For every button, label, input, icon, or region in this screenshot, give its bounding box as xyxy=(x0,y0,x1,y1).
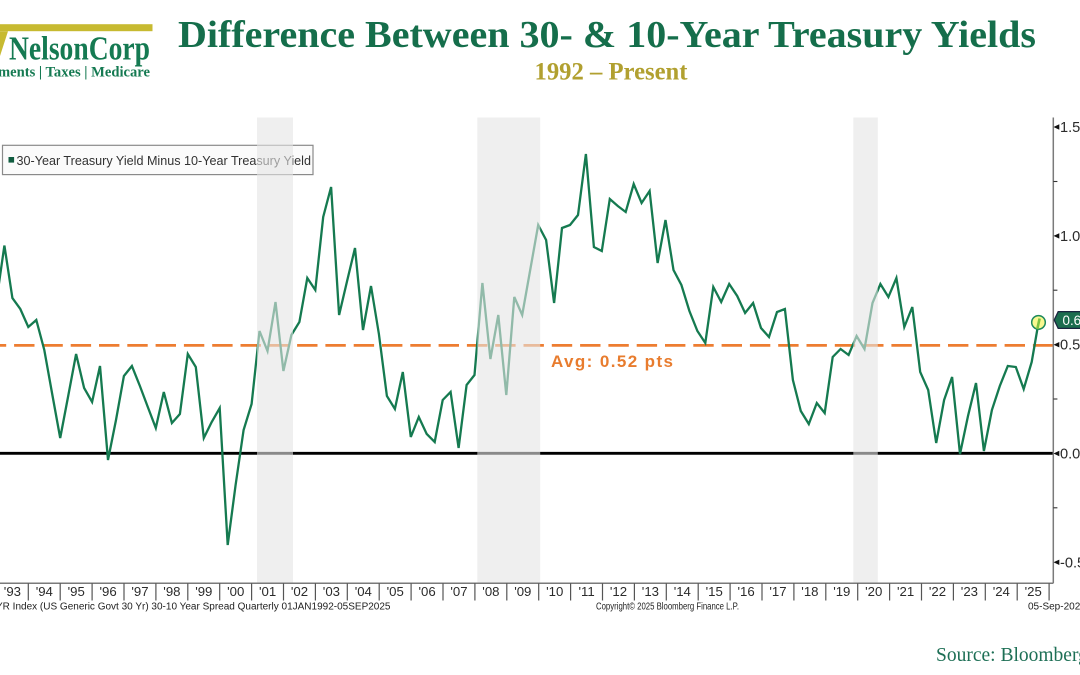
svg-text:1992 – Present: 1992 – Present xyxy=(535,59,689,86)
svg-text:'25: '25 xyxy=(1025,584,1042,599)
svg-text:YR Index (US Generic Govt 30 Y: YR Index (US Generic Govt 30 Yr) 30-10 Y… xyxy=(0,602,391,613)
svg-text:1.00: 1.00 xyxy=(1060,229,1080,245)
svg-text:'97: '97 xyxy=(131,584,148,599)
svg-text:-0.50: -0.50 xyxy=(1060,555,1080,571)
svg-text:'94: '94 xyxy=(36,584,53,599)
svg-text:Difference Between 30- & 10-Ye: Difference Between 30- & 10-Year Treasur… xyxy=(178,14,1036,56)
svg-text:Copyright© 2025 Bloomberg Fina: Copyright© 2025 Bloomberg Finance L.P. xyxy=(596,602,739,613)
svg-text:'18: '18 xyxy=(801,584,818,599)
svg-text:'14: '14 xyxy=(674,584,691,599)
svg-text:'06: '06 xyxy=(419,584,436,599)
svg-text:'11: '11 xyxy=(578,584,594,599)
svg-text:'02: '02 xyxy=(291,584,308,599)
svg-text:'01: '01 xyxy=(259,584,276,599)
svg-text:'96: '96 xyxy=(100,584,117,599)
svg-text:'98: '98 xyxy=(163,584,180,599)
svg-text:'17: '17 xyxy=(769,584,786,599)
svg-text:'05: '05 xyxy=(387,584,404,599)
svg-text:'04: '04 xyxy=(355,584,372,599)
svg-text:'21: '21 xyxy=(897,584,914,599)
svg-text:'00: '00 xyxy=(227,584,244,599)
svg-text:0.63: 0.63 xyxy=(1063,313,1080,328)
svg-text:'93: '93 xyxy=(4,584,21,599)
svg-text:'13: '13 xyxy=(642,584,659,599)
svg-text:'19: '19 xyxy=(833,584,850,599)
svg-text:0.00: 0.00 xyxy=(1060,447,1080,463)
svg-text:30-Year Treasury Yield Minus 1: 30-Year Treasury Yield Minus 10-Year Tre… xyxy=(17,154,311,168)
svg-text:'99: '99 xyxy=(195,584,212,599)
svg-text:'15: '15 xyxy=(706,584,723,599)
svg-text:'08: '08 xyxy=(482,584,499,599)
svg-text:Avg: 0.52 pts: Avg: 0.52 pts xyxy=(551,352,674,371)
svg-text:'07: '07 xyxy=(450,584,467,599)
svg-text:'10: '10 xyxy=(546,584,563,599)
svg-text:05-Sep-2025 08:4: 05-Sep-2025 08:4 xyxy=(1028,602,1080,613)
svg-text:'23: '23 xyxy=(961,584,978,599)
svg-text:'95: '95 xyxy=(68,584,85,599)
svg-text:ments | Taxes | Medicare: ments | Taxes | Medicare xyxy=(0,65,150,81)
svg-text:'09: '09 xyxy=(514,584,531,599)
svg-text:'22: '22 xyxy=(929,584,946,599)
svg-text:'16: '16 xyxy=(738,584,755,599)
svg-text:1.50: 1.50 xyxy=(1060,120,1080,136)
svg-text:NelsonCorp: NelsonCorp xyxy=(9,31,150,68)
svg-text:'24: '24 xyxy=(993,584,1010,599)
svg-text:'20: '20 xyxy=(865,584,882,599)
svg-text:'12: '12 xyxy=(610,584,627,599)
svg-text:Source: Bloomberg: Source: Bloomberg xyxy=(936,645,1080,666)
svg-text:'03: '03 xyxy=(323,584,340,599)
svg-text:0.50: 0.50 xyxy=(1060,338,1080,354)
